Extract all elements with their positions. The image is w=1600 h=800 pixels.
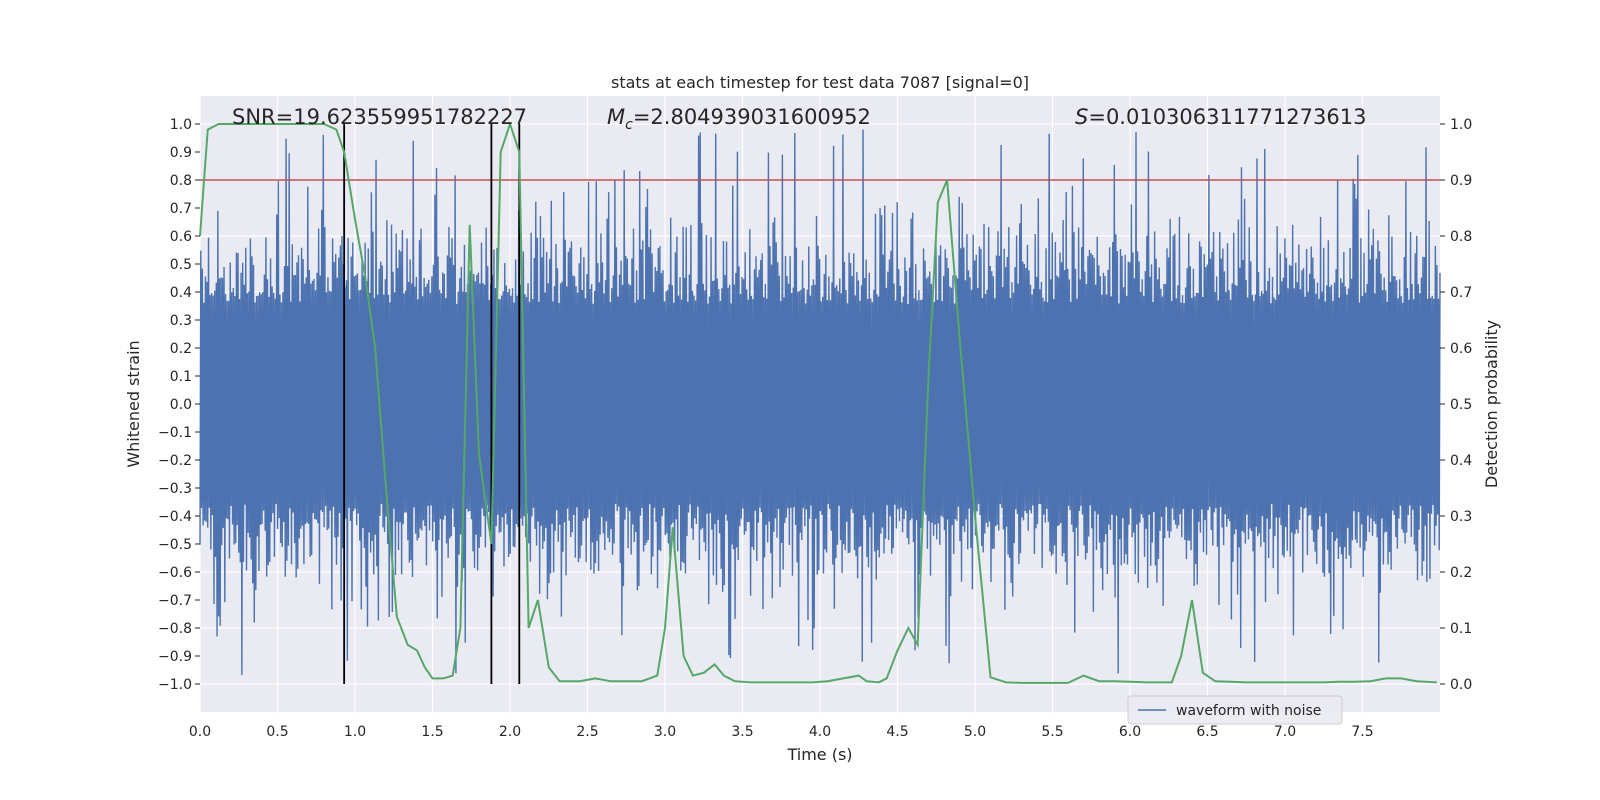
x-tick-label: 2.5 <box>576 724 598 740</box>
y-tick-label: 0.1 <box>170 369 192 385</box>
y2-tick-label: 0.6 <box>1450 341 1472 357</box>
s-symbol: S <box>1075 105 1088 129</box>
y2-axis-label: Detection probability <box>1482 320 1501 488</box>
y-tick-label: 0.3 <box>170 313 192 329</box>
waveform-series <box>199 129 1441 676</box>
x-tick-label: 7.5 <box>1351 724 1373 740</box>
x-tick-label: 7.0 <box>1274 724 1296 740</box>
x-tick-label: 4.5 <box>886 724 908 740</box>
x-tick-label: 3.5 <box>731 724 753 740</box>
y-tick-label: −0.4 <box>158 509 192 525</box>
mc-subscript: c <box>625 117 633 133</box>
plot-content <box>199 120 1441 684</box>
y-tick-label: −0.7 <box>158 593 192 609</box>
x-tick-label: 0.5 <box>266 724 288 740</box>
y-tick-label: 0.5 <box>170 257 192 273</box>
x-tick-label: 6.0 <box>1119 724 1141 740</box>
mc-symbol: M <box>607 105 625 129</box>
y-tick-label: −0.9 <box>158 649 192 665</box>
mc-value: =2.804939031600952 <box>633 105 871 129</box>
y2-tick-labels: 1.0 0.9 0.8 0.7 0.6 0.5 0.4 0.3 0.2 0.1 0.0 <box>1440 117 1472 693</box>
chirp-mass-annotation: Mc=2.804939031600952 <box>607 105 871 133</box>
y2-tick-label: 0.7 <box>1450 285 1472 301</box>
s-value: =0.010306311771273613 <box>1088 105 1366 129</box>
y2-tick-label: 0.3 <box>1450 509 1472 525</box>
y2-tick-label: 1.0 <box>1450 117 1472 133</box>
x-tick-label: 0.0 <box>189 724 211 740</box>
chart-title: stats at each timestep for test data 708… <box>611 73 1029 92</box>
y2-tick-label: 0.5 <box>1450 397 1472 413</box>
y2-tick-label: 0.0 <box>1450 677 1472 693</box>
y-tick-label: −1.0 <box>158 677 192 693</box>
x-tick-label: 2.0 <box>499 724 521 740</box>
legend-box <box>1127 695 1343 725</box>
x-tick-label: 6.5 <box>1196 724 1218 740</box>
y2-tick-label: 0.1 <box>1450 621 1472 637</box>
y2-tick-label: 0.2 <box>1450 565 1472 581</box>
x-tick-label: 3.0 <box>654 724 676 740</box>
y-tick-label: 0.4 <box>170 285 192 301</box>
y2-tick-label: 0.4 <box>1450 453 1472 469</box>
x-tick-label: 1.5 <box>421 724 443 740</box>
y-tick-label: 0.0 <box>170 397 192 413</box>
y-tick-label: −0.6 <box>158 565 192 581</box>
y-tick-label: 0.6 <box>170 229 192 245</box>
y-tick-label: 0.2 <box>170 341 192 357</box>
x-tick-label: 5.0 <box>964 724 986 740</box>
y-tick-label: 0.8 <box>170 173 192 189</box>
y-tick-label: 1.0 <box>170 117 192 133</box>
y-tick-label: 0.7 <box>170 201 192 217</box>
y2-tick-label: 0.8 <box>1450 229 1472 245</box>
y-tick-label: −0.1 <box>158 425 192 441</box>
x-axis-label: Time (s) <box>786 745 852 764</box>
y-tick-label: −0.8 <box>158 621 192 637</box>
detection-probability-series <box>199 120 1437 684</box>
y2-tick-label: 0.9 <box>1450 173 1472 189</box>
x-tick-label: 4.0 <box>809 724 831 740</box>
snr-annotation: SNR=19.623559951782227 <box>232 105 527 129</box>
y-tick-labels: 1.0 0.9 0.8 0.7 0.6 0.5 0.4 0.3 0.2 0.1 0.0 −0.1 −0.… <box>158 117 200 693</box>
legend-label: waveform with noise <box>1176 703 1321 719</box>
x-tick-labels: 0.0 0.5 1.0 1.5 2.0 2.5 3.0 3.5 4.0 4.5 5.0 5.5 6.0 6… <box>189 724 1374 740</box>
x-tick-label: 5.5 <box>1041 724 1063 740</box>
x-tick-label: 1.0 <box>344 724 366 740</box>
y-axis-label: Whitened strain <box>124 340 143 467</box>
s-annotation: S=0.010306311771273613 <box>1075 105 1366 129</box>
y-tick-label: −0.5 <box>158 537 192 553</box>
y-tick-label: −0.3 <box>158 481 192 497</box>
legend: waveform with noise <box>1127 695 1343 725</box>
y-tick-label: 0.9 <box>170 145 192 161</box>
y-tick-label: −0.2 <box>158 453 192 469</box>
event-lines <box>343 124 521 684</box>
